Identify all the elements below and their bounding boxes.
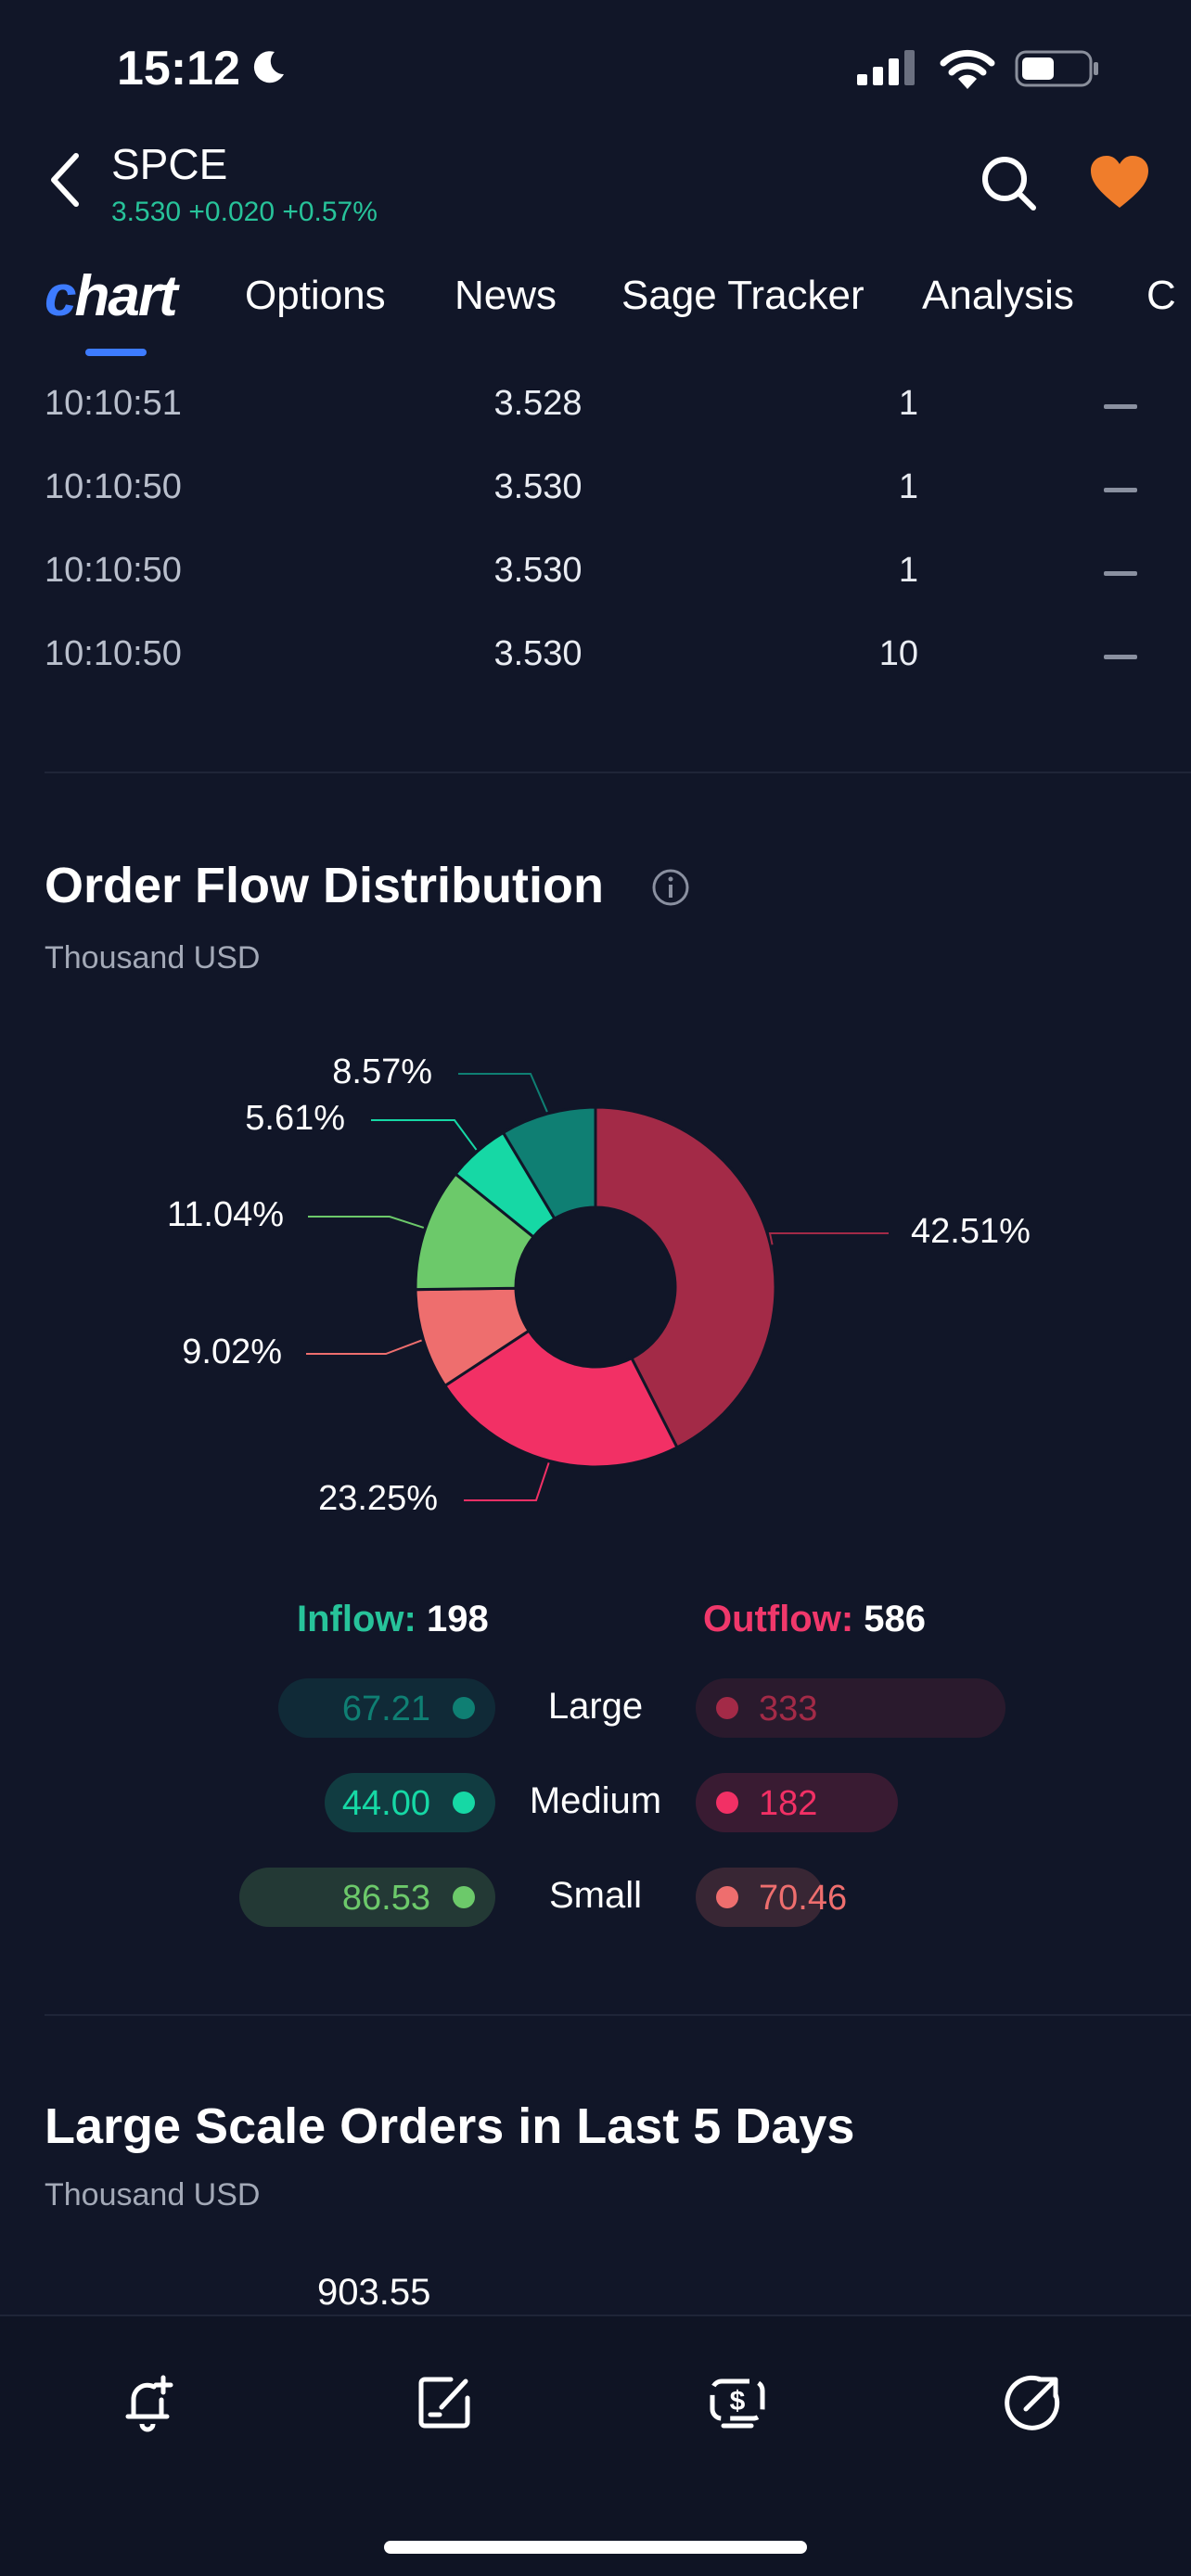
inflow-size-value: 44.00 xyxy=(341,1784,430,1823)
outflow-size-value: 182 xyxy=(759,1784,818,1823)
tab-analysis[interactable]: Analysis xyxy=(922,273,1074,318)
trade-price: 3.530 xyxy=(493,551,583,590)
pie-slice[interactable] xyxy=(442,1329,679,1469)
trade-volume: 1 xyxy=(898,551,918,590)
tab-news[interactable]: News xyxy=(455,273,557,318)
svg-text:$: $ xyxy=(730,2386,746,2417)
inflow-pill: 44.00 xyxy=(325,1773,495,1832)
trade-price: 3.530 xyxy=(493,467,583,506)
table-row: 10:10:50 3.530 1 xyxy=(0,467,1191,551)
pie-slice-label: 5.61% xyxy=(245,1099,345,1138)
pie-leader-line xyxy=(458,1073,548,1113)
wifi-icon xyxy=(940,49,995,89)
order-flow-unit: Thousand USD xyxy=(45,940,261,976)
back-chevron-icon[interactable] xyxy=(48,152,82,208)
pie-slice-label: 11.04% xyxy=(167,1195,284,1234)
pie-slice-label: 8.57% xyxy=(332,1052,432,1091)
inflow-size-value: 86.53 xyxy=(341,1879,430,1918)
edit-note-icon[interactable] xyxy=(414,2372,475,2433)
tab-options[interactable]: Options xyxy=(245,273,386,318)
neutral-dash-icon xyxy=(1104,571,1137,576)
search-icon[interactable] xyxy=(980,154,1039,213)
pie-slice[interactable] xyxy=(594,1105,777,1449)
trade-dollar-icon[interactable]: $ xyxy=(707,2372,768,2433)
watchlist-heart-icon[interactable] xyxy=(1089,154,1150,210)
order-flow-title: Order Flow Distribution xyxy=(45,858,604,913)
share-icon[interactable] xyxy=(1002,2372,1063,2433)
home-indicator xyxy=(384,2541,807,2554)
inflow-label: Inflow: xyxy=(297,1599,416,1639)
inflow-size-value: 67.21 xyxy=(341,1690,430,1728)
neutral-dash-icon xyxy=(1104,655,1137,659)
large-orders-value: 903.55 xyxy=(317,2272,431,2313)
large-orders-unit: Thousand USD xyxy=(45,2177,261,2213)
tab-bar: chart Options News Sage Tracker Analysis… xyxy=(0,264,1191,365)
order-flow-donut-chart: 42.51% 23.25% 9.02% 11.04% 5.61% 8.57% xyxy=(167,1052,1031,1518)
large-orders-title: Large Scale Orders in Last 5 Days xyxy=(45,2098,855,2154)
section-divider xyxy=(45,2014,1191,2016)
trade-time: 10:10:50 xyxy=(45,551,182,590)
pie-leader-line xyxy=(306,1339,422,1355)
active-tab-indicator xyxy=(85,349,147,356)
bottom-action-bar xyxy=(0,2315,1191,2576)
pie-leader-line xyxy=(308,1216,425,1229)
pie-leader-line xyxy=(371,1119,478,1151)
order-size-label: Large xyxy=(547,1686,644,1727)
inflow-pill: 67.21 xyxy=(278,1678,495,1738)
battery-icon xyxy=(1015,50,1098,87)
table-row: 10:10:50 3.530 1 xyxy=(0,551,1191,634)
outflow-size-value: 333 xyxy=(759,1690,818,1728)
outflow-value: 586 xyxy=(864,1599,927,1639)
tab-more-truncated[interactable]: C xyxy=(1146,273,1176,318)
inflow-total: Inflow: 198 xyxy=(297,1599,489,1640)
neutral-dash-icon xyxy=(1104,488,1137,492)
inflow-dot-icon xyxy=(453,1697,475,1719)
inflow-value: 198 xyxy=(426,1599,489,1639)
status-time: 15:12 xyxy=(117,42,240,96)
outflow-dot-icon xyxy=(716,1792,738,1814)
trade-volume: 10 xyxy=(878,634,918,673)
outflow-pill: 70.46 xyxy=(696,1868,847,1927)
order-size-label: Small xyxy=(548,1875,643,1916)
outflow-size-value: 70.46 xyxy=(759,1879,848,1918)
pie-leader-line xyxy=(768,1232,889,1245)
add-alert-bell-icon[interactable] xyxy=(119,2372,180,2433)
info-icon[interactable] xyxy=(651,868,690,907)
tab-chart[interactable]: chart xyxy=(45,264,178,328)
outflow-pill: 182 xyxy=(696,1773,898,1832)
trade-time: 10:10:50 xyxy=(45,634,182,673)
tab-sage-tracker[interactable]: Sage Tracker xyxy=(621,273,864,318)
order-size-label: Medium xyxy=(529,1780,662,1821)
section-divider xyxy=(45,772,1191,773)
neutral-dash-icon xyxy=(1104,404,1137,409)
pie-leader-line xyxy=(464,1462,550,1501)
pie-slice-label: 23.25% xyxy=(318,1479,438,1518)
outflow-dot-icon xyxy=(716,1697,738,1719)
trade-volume: 1 xyxy=(898,467,918,506)
inflow-pill: 86.53 xyxy=(239,1868,495,1927)
outflow-total: Outflow: 586 xyxy=(703,1599,926,1640)
trade-time: 10:10:51 xyxy=(45,384,182,423)
inflow-dot-icon xyxy=(453,1886,475,1908)
inflow-dot-icon xyxy=(453,1792,475,1814)
table-row: 10:10:50 3.530 10 xyxy=(0,634,1191,718)
pie-slice-label: 9.02% xyxy=(182,1333,282,1371)
moon-icon xyxy=(253,51,284,83)
outflow-dot-icon xyxy=(716,1886,738,1908)
trade-time: 10:10:50 xyxy=(45,467,182,506)
pie-slice-label: 42.51% xyxy=(911,1212,1031,1251)
outflow-pill: 333 xyxy=(696,1678,1005,1738)
table-row: 10:10:51 3.528 1 xyxy=(0,384,1191,467)
price-quote: 3.530 +0.020 +0.57% xyxy=(111,197,378,227)
outflow-label: Outflow: xyxy=(703,1599,854,1639)
trade-price: 3.528 xyxy=(493,384,583,423)
trade-price: 3.530 xyxy=(493,634,583,673)
pie-slice[interactable] xyxy=(501,1105,597,1221)
ticker-symbol: SPCE xyxy=(111,140,228,188)
cellular-signal-icon xyxy=(857,50,915,85)
trade-volume: 1 xyxy=(898,384,918,423)
